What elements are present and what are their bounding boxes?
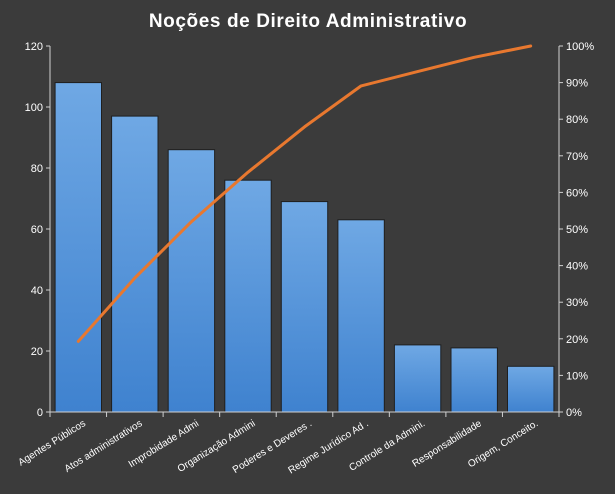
right-tick-label: 10%	[566, 370, 588, 382]
bar-4	[224, 179, 272, 413]
bar-6	[337, 219, 385, 413]
right-tick-label: 100%	[566, 41, 594, 53]
right-tick-label: 30%	[566, 297, 588, 309]
bar-7	[393, 344, 442, 413]
right-tick-label: 40%	[566, 261, 588, 273]
bar-2	[111, 115, 159, 413]
left-tick-label: 60	[31, 224, 43, 236]
right-tick-label: 0%	[566, 407, 582, 419]
left-tick-label: 100	[25, 102, 43, 114]
cumulative-line	[76, 44, 533, 343]
left-tick-label: 120	[25, 41, 43, 53]
chart-title: Noções de Direito Administrativo	[149, 11, 467, 32]
left-tick-label: 80	[31, 163, 43, 175]
right-tick-label: 50%	[566, 224, 588, 236]
bar-1	[54, 82, 102, 413]
bar-series	[54, 82, 555, 413]
right-tick-label: 70%	[566, 151, 588, 163]
right-tick-label: 60%	[566, 187, 588, 199]
left-tick-label: 0	[37, 407, 43, 419]
left-tick-label: 20	[31, 346, 43, 358]
right-tick-label: 80%	[566, 114, 588, 126]
bar-3	[167, 149, 216, 413]
left-axis-ticks: 0 20 40 60 80 100 120	[25, 41, 50, 419]
left-tick-label: 40	[31, 285, 43, 297]
cumulative-line-series	[76, 44, 533, 343]
right-tick-label: 20%	[566, 334, 588, 346]
right-tick-label: 90%	[566, 78, 588, 90]
bar-9	[507, 365, 555, 413]
bar-5	[280, 201, 329, 413]
bar-8	[450, 347, 498, 413]
right-axis-ticks: 0% 10% 20% 30% 40% 50% 60% 70% 80% 90% 100%	[559, 41, 594, 419]
